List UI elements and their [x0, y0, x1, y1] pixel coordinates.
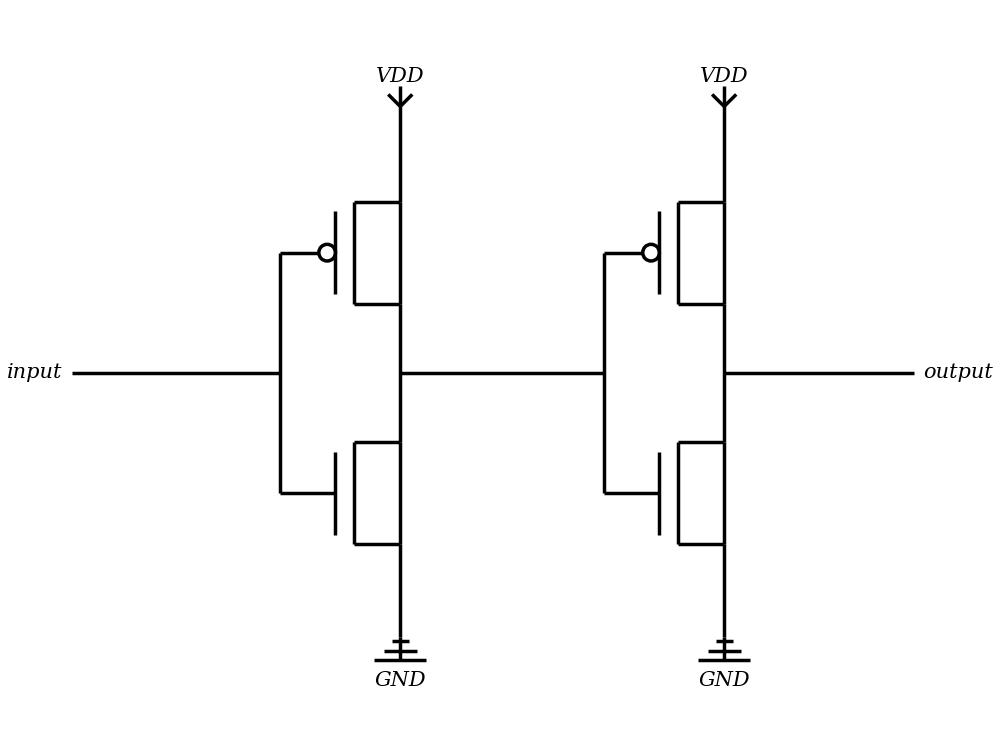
- Text: VDD: VDD: [700, 67, 748, 86]
- Text: input: input: [7, 364, 62, 382]
- Text: VDD: VDD: [376, 67, 425, 86]
- Text: GND: GND: [698, 671, 750, 690]
- Text: output: output: [923, 364, 993, 382]
- Text: GND: GND: [374, 671, 426, 690]
